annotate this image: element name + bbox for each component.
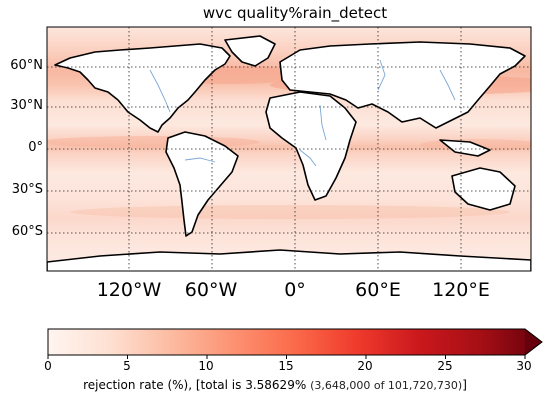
colorbar-outline — [47, 328, 543, 356]
colorbar-tick-label-15: 15 — [278, 359, 294, 373]
lon-label-0: 0° — [284, 279, 306, 301]
land-north-america — [54, 43, 231, 133]
river-congo — [299, 149, 317, 167]
colorbar-caption-value: 3.58629% — [245, 378, 307, 392]
land-australia — [451, 167, 516, 211]
coastlines — [47, 35, 531, 271]
land-greenland — [224, 35, 276, 67]
colorbar-caption-main: rejection rate (%), [total is — [83, 378, 242, 392]
lon-label-120e: 120°E — [432, 279, 490, 301]
lat-label-60n: 60°N — [10, 58, 43, 73]
colorbar-tick-label-0: 0 — [44, 359, 52, 373]
colorbar-tick-label-20: 20 — [357, 359, 373, 373]
lat-label-60s: 60°S — [11, 224, 43, 239]
colorbar-tick-label-30: 30 — [516, 359, 532, 373]
river-nile — [319, 104, 327, 141]
colorbar-caption: rejection rate (%), [total is 3.58629% (… — [0, 378, 550, 392]
land-antarctica — [47, 249, 531, 271]
colorbar-gradient — [48, 329, 542, 355]
river-yangtze — [439, 69, 456, 101]
lon-label-60w: 60°W — [184, 279, 238, 301]
river-mississippi — [149, 69, 171, 113]
land-indonesia — [439, 139, 491, 157]
map-area — [47, 27, 531, 271]
rain-band-itcz — [47, 136, 260, 148]
map-frame — [46, 26, 532, 272]
colorbar-ticks — [47, 355, 526, 359]
colorbar-tick-label-25: 25 — [437, 359, 453, 373]
lat-label-0: 0° — [28, 140, 43, 155]
colorbar-caption-close: ] — [462, 378, 467, 392]
land-south-america — [165, 131, 239, 237]
colorbar-tick-label-10: 10 — [198, 359, 214, 373]
graticule — [47, 27, 531, 271]
figure-title: wvc quality%rain_detect — [202, 4, 388, 22]
land-africa — [265, 91, 357, 201]
colorbar-tick-label-5: 5 — [123, 359, 131, 373]
river-ob — [377, 59, 386, 91]
lat-label-30s: 30°S — [11, 182, 43, 197]
river-amazon — [184, 157, 216, 163]
colorbar — [47, 328, 543, 359]
colorbar-caption-detail: (3,648,000 of 101,720,730) — [310, 379, 463, 392]
lon-label-120w: 120°W — [96, 279, 162, 301]
rivers — [149, 59, 456, 167]
colorbar-extend-arrow — [525, 329, 542, 355]
land-eurasia — [279, 41, 526, 129]
lat-label-30n: 30°N — [10, 98, 43, 113]
lon-label-60e: 60°E — [355, 279, 401, 301]
rain-band-southern-ocean — [70, 205, 510, 219]
